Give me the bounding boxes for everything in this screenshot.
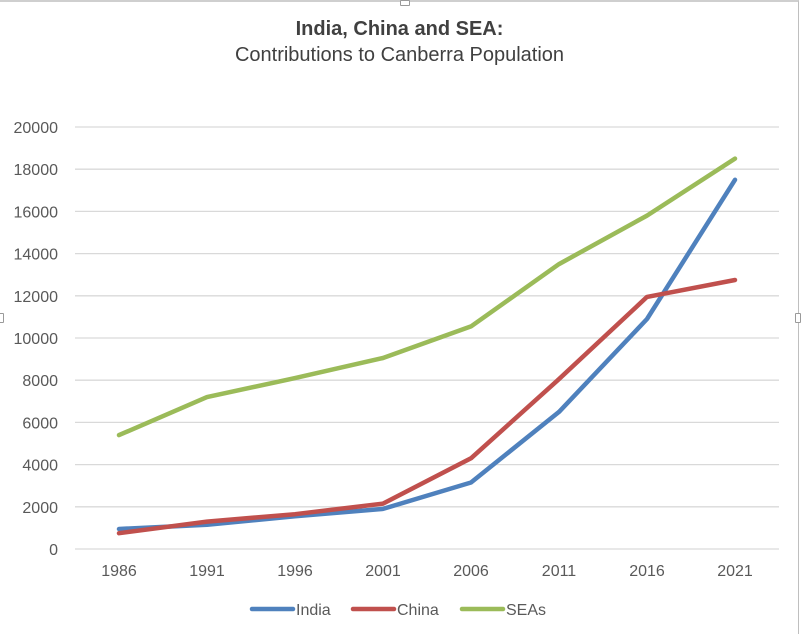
y-tick-label: 8000 — [22, 373, 58, 390]
y-tick-label: 2000 — [22, 500, 58, 517]
legend: India China SEAs — [249, 602, 546, 619]
x-tick-label: 2016 — [629, 563, 665, 580]
legend-label: SEAs — [506, 602, 546, 619]
legend-label: China — [397, 602, 439, 619]
series-lines — [116, 156, 738, 536]
series-line-india[interactable] — [116, 177, 738, 532]
gridlines — [75, 126, 779, 550]
y-tick-label: 16000 — [14, 204, 59, 221]
y-tick-label: 14000 — [14, 247, 59, 264]
x-tick-label: 2021 — [717, 563, 753, 580]
y-tick-label: 12000 — [14, 289, 59, 306]
y-tick-label: 20000 — [14, 120, 59, 137]
x-tick-label: 2011 — [542, 563, 577, 580]
resize-handle-left[interactable] — [0, 313, 4, 323]
series-line-seas[interactable] — [116, 156, 738, 438]
chart-title: India, China and SEA: — [295, 18, 504, 40]
resize-handle-top[interactable] — [400, 0, 410, 6]
x-tick-label: 2001 — [365, 563, 401, 580]
y-tick-label: 10000 — [14, 331, 59, 348]
x-axis-ticks: 1986 1991 1996 2001 2006 2011 2016 2021 — [101, 563, 753, 580]
resize-handle-right[interactable] — [795, 313, 801, 323]
y-tick-label: 4000 — [22, 458, 58, 475]
chart-subtitle: Contributions to Canberra Population — [234, 44, 565, 66]
x-tick-label: 2006 — [453, 563, 489, 580]
x-tick-label: 1991 — [189, 563, 225, 580]
x-tick-label: 1996 — [277, 563, 313, 580]
legend-item-china[interactable]: China — [350, 602, 439, 619]
y-tick-label: 6000 — [22, 415, 58, 432]
y-tick-label: 18000 — [14, 162, 59, 179]
legend-label: India — [296, 602, 331, 619]
y-tick-label: 0 — [49, 542, 58, 559]
x-tick-label: 1986 — [101, 563, 137, 580]
legend-item-india[interactable]: India — [249, 602, 331, 619]
y-axis-ticks: 0 2000 4000 6000 8000 10000 12000 14000 16000 180… — [14, 120, 59, 559]
series-line-china[interactable] — [116, 277, 738, 536]
legend-item-seas[interactable]: SEAs — [459, 602, 546, 619]
